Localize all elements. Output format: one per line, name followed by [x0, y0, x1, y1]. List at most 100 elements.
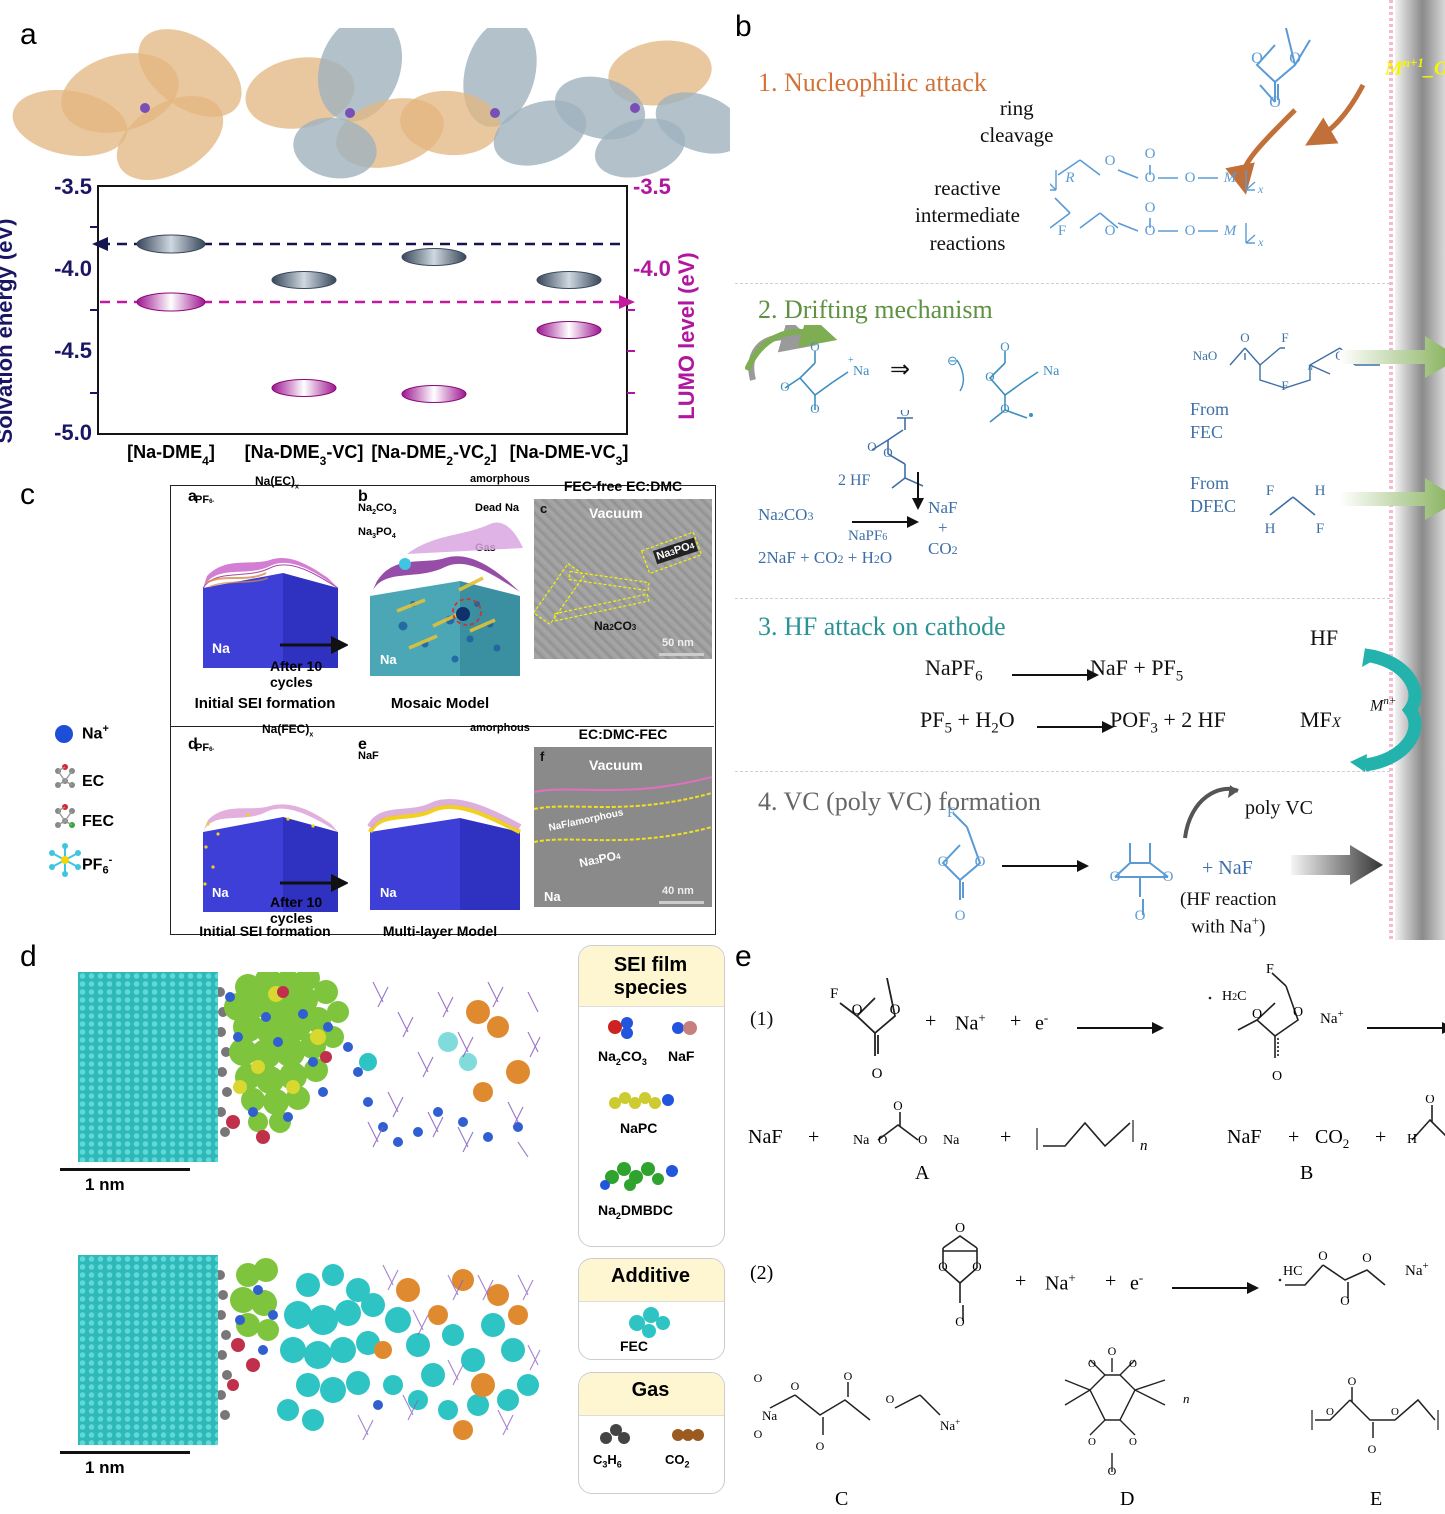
svg-text:H: H: [1315, 483, 1326, 499]
svg-text:-4.5: -4.5: [54, 338, 92, 363]
svg-text:-3.5: -3.5: [633, 174, 671, 199]
svg-text:-4.0: -4.0: [54, 256, 92, 281]
svg-text:F: F: [1058, 223, 1066, 239]
svg-text:Na: Na: [943, 1133, 960, 1148]
svg-text:F: F: [1266, 483, 1274, 499]
svg-text:O: O: [810, 339, 819, 354]
svg-text:M: M: [1223, 223, 1238, 239]
svg-text:O: O: [780, 379, 789, 394]
svg-text:O: O: [1000, 339, 1009, 354]
svg-text:F: F: [1266, 962, 1274, 977]
svg-text:O: O: [1362, 1250, 1371, 1265]
svg-text:O: O: [883, 445, 892, 460]
svg-text:O: O: [816, 1439, 825, 1453]
svg-text:O: O: [867, 439, 876, 454]
svg-text:O: O: [955, 1221, 965, 1236]
svg-text:O: O: [1185, 223, 1196, 239]
svg-text:+: +: [848, 355, 854, 366]
svg-text:O: O: [1425, 1095, 1434, 1106]
svg-text:M: M: [1223, 170, 1238, 186]
svg-text:O: O: [1391, 1406, 1399, 1418]
svg-text:O: O: [1108, 1345, 1117, 1358]
svg-text:O: O: [1000, 401, 1009, 416]
svg-text:R: R: [1064, 170, 1074, 186]
svg-text:O: O: [1088, 1358, 1096, 1370]
svg-text:Na: Na: [1043, 364, 1060, 379]
svg-text:O: O: [754, 1427, 763, 1441]
svg-text:O: O: [791, 1379, 800, 1393]
svg-text:Na+: Na+: [1405, 1260, 1429, 1279]
svg-text:Na: Na: [853, 364, 870, 379]
svg-text:Na: Na: [853, 1133, 870, 1148]
svg-text:O: O: [1105, 153, 1116, 169]
svg-text:O: O: [975, 854, 986, 870]
svg-text:O: O: [890, 1002, 901, 1018]
svg-text:O: O: [754, 1371, 763, 1385]
svg-text:F: F: [1281, 378, 1288, 393]
svg-text:O: O: [878, 1132, 887, 1147]
svg-text:O: O: [893, 1100, 902, 1113]
svg-text:Na: Na: [380, 885, 397, 900]
svg-text:O: O: [918, 1132, 927, 1147]
svg-text:O: O: [1163, 869, 1174, 885]
svg-text:[Na-DME3-VC]: [Na-DME3-VC]: [245, 442, 364, 468]
svg-text:O: O: [955, 908, 966, 924]
svg-text:O: O: [1272, 1069, 1282, 1084]
svg-text:O: O: [1252, 1007, 1262, 1022]
svg-text:O: O: [1368, 1442, 1377, 1455]
svg-text:Na: Na: [212, 885, 229, 900]
svg-text:Na+: Na+: [940, 1417, 960, 1433]
svg-text:O: O: [985, 369, 994, 384]
svg-text:[Na-DME-VC3]: [Na-DME-VC3]: [510, 442, 629, 468]
svg-text:-4.0: -4.0: [633, 256, 671, 281]
svg-text:Na+: Na+: [1320, 1008, 1344, 1027]
svg-text:Na: Na: [212, 640, 230, 656]
svg-text:O: O: [852, 1002, 863, 1018]
svg-text:H: H: [1407, 1132, 1417, 1147]
svg-text:O: O: [1269, 94, 1281, 111]
svg-text:O: O: [938, 1259, 947, 1274]
svg-text:HC: HC: [1283, 1264, 1302, 1279]
svg-text:O: O: [955, 1314, 964, 1329]
svg-text:n: n: [1308, 362, 1313, 373]
svg-text:O: O: [1088, 1436, 1096, 1448]
svg-text:n: n: [1183, 1391, 1190, 1406]
svg-text:F: F: [830, 986, 838, 1002]
svg-text:x: x: [1257, 235, 1264, 249]
svg-text:O: O: [1185, 170, 1196, 186]
svg-text:F: F: [947, 805, 955, 821]
svg-text:O: O: [1318, 1248, 1327, 1263]
svg-text:O: O: [886, 1392, 895, 1406]
svg-text:O: O: [1251, 50, 1263, 67]
svg-text:O: O: [1348, 1375, 1357, 1388]
svg-text:O: O: [1145, 146, 1156, 162]
svg-text:F: F: [1316, 521, 1324, 537]
svg-text:O: O: [1326, 1406, 1334, 1418]
svg-text:O: O: [1240, 330, 1249, 345]
svg-text:O: O: [810, 401, 819, 415]
svg-text:[Na-DME4]: [Na-DME4]: [127, 442, 215, 468]
svg-text:O: O: [1135, 908, 1146, 924]
svg-text:-3.5: -3.5: [54, 174, 92, 199]
svg-text:O: O: [1129, 1436, 1137, 1448]
svg-text:O: O: [1340, 1293, 1349, 1308]
svg-text:O: O: [1145, 200, 1156, 216]
svg-text:H2C: H2C: [1222, 989, 1246, 1004]
svg-text:O: O: [1129, 1358, 1137, 1370]
svg-text:O: O: [1110, 869, 1121, 885]
svg-text:O: O: [938, 854, 949, 870]
svg-text:O: O: [1293, 1005, 1303, 1020]
svg-text:O: O: [1289, 50, 1301, 67]
svg-text:O: O: [872, 1066, 883, 1082]
svg-text:-5.0: -5.0: [54, 420, 92, 445]
svg-text:⊖: ⊖: [947, 353, 958, 368]
svg-text:Na: Na: [762, 1408, 777, 1423]
svg-text:O: O: [844, 1370, 853, 1383]
svg-text:[Na-DME2-VC2]: [Na-DME2-VC2]: [371, 442, 496, 468]
svg-text:x: x: [1257, 182, 1264, 196]
svg-text:Na: Na: [380, 652, 397, 667]
svg-text:F: F: [1281, 330, 1288, 345]
svg-text:O: O: [972, 1259, 981, 1274]
svg-text:H: H: [1265, 521, 1276, 537]
svg-text:O: O: [900, 410, 909, 419]
